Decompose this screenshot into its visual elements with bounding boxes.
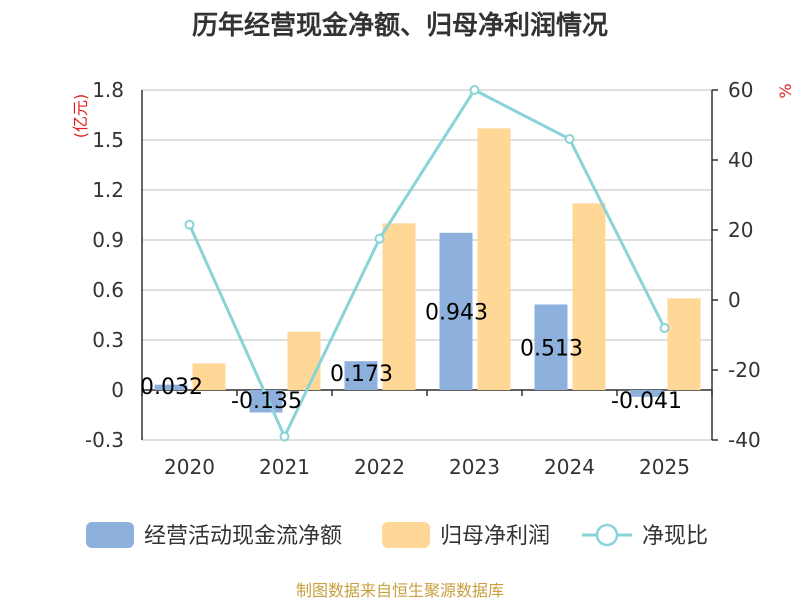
source-text: 制图数据来自恒生聚源数据库 [296, 581, 504, 600]
bar-cash-flow [534, 304, 568, 390]
data-labels: 0.032 -0.135 0.173 0.943 0.513 -0.041 [140, 300, 682, 414]
bar-net-profit [572, 203, 606, 390]
y-right-tick-label: 20 [728, 218, 753, 242]
legend: 经营活动现金流净额 归母净利润 净现比 [86, 522, 708, 549]
bar-cash-flow [629, 390, 663, 397]
y-left-tick-label: 1.2 [92, 178, 124, 202]
y-left-unit: (亿元) [71, 94, 90, 139]
bars [154, 128, 701, 413]
line-point [374, 233, 385, 244]
x-tick-label: 2022 [354, 455, 405, 479]
y-right-unit: % [776, 83, 795, 98]
line-point [279, 431, 290, 442]
bar-net-profit [192, 363, 226, 390]
y-left-tick-label: 0.3 [92, 328, 124, 352]
bar-cash-flow [154, 384, 188, 390]
y-left-tick-label: 1.5 [92, 128, 124, 152]
legend-swatch-cash-flow [86, 522, 134, 548]
line-point [659, 323, 670, 333]
bar-net-profit [382, 223, 416, 390]
bar-cash-flow [249, 390, 283, 413]
bar-data-label: 0.173 [330, 362, 393, 387]
x-tick-label: 2020 [164, 455, 215, 479]
grid [142, 89, 712, 441]
bar-cash-flow [344, 361, 378, 390]
axes: -0.3 0 0.3 0.6 0.9 1.2 1.5 1.8 -40 -20 0 20 40 60 (亿元)… [71, 78, 795, 479]
legend-label-cash-flow: 经营活动现金流净额 [144, 524, 342, 549]
legend-marker-ratio [595, 523, 619, 547]
line-point [564, 134, 575, 144]
y-right-tick-label: 60 [728, 78, 753, 102]
y-left-tick-label: -0.3 [85, 428, 124, 452]
y-right-tick-label: 40 [728, 148, 753, 172]
bar-data-label: -0.041 [611, 389, 682, 414]
line-point [184, 219, 195, 230]
legend-label-ratio: 净现比 [642, 524, 708, 549]
bar-data-label: 0.513 [520, 336, 583, 361]
bar-net-profit [477, 128, 511, 391]
bar-data-label: -0.135 [231, 389, 302, 414]
x-tick-label: 2024 [544, 455, 595, 479]
bar-cash-flow [439, 232, 473, 390]
y-right-tick-label: -40 [728, 428, 761, 452]
x-tick-label: 2023 [449, 455, 500, 479]
bar-net-profit [287, 331, 321, 390]
legend-swatch-net-profit [382, 522, 430, 548]
y-left-tick-label: 1.8 [92, 78, 124, 102]
bar-data-label: 0.032 [140, 375, 203, 400]
bar-net-profit [667, 298, 701, 390]
line-point [469, 85, 480, 95]
chart-title: 历年经营现金净额、归母净利润情况 [192, 10, 608, 41]
legend-label-net-profit: 归母净利润 [440, 524, 550, 549]
y-right-tick-label: -20 [728, 358, 761, 382]
y-left-tick-label: 0 [111, 378, 124, 402]
line-ratio [188, 88, 666, 441]
bar-data-label: 0.943 [425, 300, 488, 325]
y-left-tick-label: 0.9 [92, 228, 124, 252]
x-tick-label: 2021 [259, 455, 310, 479]
y-right-tick-label: 0 [728, 288, 741, 312]
line-series [184, 85, 670, 442]
y-left-tick-label: 0.6 [92, 278, 124, 302]
x-tick-label: 2025 [639, 455, 690, 479]
